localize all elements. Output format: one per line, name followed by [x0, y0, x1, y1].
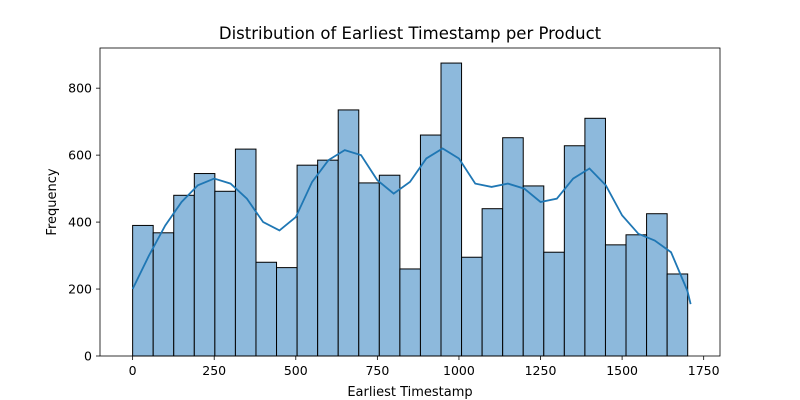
y-tick-label: 800 [68, 81, 92, 96]
histogram-bar [419, 134, 442, 357]
x-tick-label: 1750 [688, 363, 720, 378]
histogram-bar [193, 173, 216, 357]
y-axis-ticks: 0 200 400 600 800 [68, 81, 100, 364]
x-axis-label: Earliest Timestamp [347, 385, 472, 400]
histogram-bar [440, 62, 463, 357]
plot-frame [99, 47, 721, 357]
x-tick-label: 500 [284, 363, 308, 378]
x-tick-label: 1500 [606, 363, 638, 378]
histogram-bar [378, 174, 401, 357]
histogram-bar [646, 213, 668, 357]
x-tick-label: 0 [129, 363, 137, 378]
histogram-bars [132, 62, 689, 357]
histogram-bar [234, 148, 257, 357]
histogram-bar [255, 261, 278, 357]
histogram-bar [276, 267, 298, 357]
histogram-bar [399, 268, 421, 357]
histogram-bar [317, 159, 339, 357]
histogram-bar [337, 109, 360, 357]
histogram-bar [584, 117, 606, 357]
histogram-bar [358, 182, 380, 357]
histogram-bar [522, 185, 545, 357]
y-tick-label: 600 [68, 148, 92, 163]
histogram-bar [543, 251, 565, 357]
histogram-bar [625, 234, 648, 357]
histogram-bar [502, 137, 524, 357]
y-tick-label: 0 [84, 349, 92, 364]
histogram-bar [152, 232, 175, 357]
y-tick-label: 400 [68, 215, 92, 230]
histogram-bar [481, 208, 504, 357]
y-tick-label: 200 [68, 282, 92, 297]
x-axis-ticks: 0 250 500 750 1000 1250 1500 1750 [129, 356, 720, 378]
y-axis-label: Frequency [45, 168, 60, 235]
x-tick-label: 750 [365, 363, 389, 378]
kde-curve [131, 147, 692, 305]
histogram-bar [461, 256, 483, 357]
histogram-bar [214, 190, 236, 357]
x-tick-label: 1250 [525, 363, 557, 378]
x-tick-label: 1000 [443, 363, 475, 378]
histogram-bar [604, 244, 627, 357]
histogram-bar [132, 224, 154, 357]
chart-title: Distribution of Earliest Timestamp per P… [219, 24, 602, 43]
x-tick-label: 250 [202, 363, 226, 378]
histogram-bar [173, 194, 195, 357]
